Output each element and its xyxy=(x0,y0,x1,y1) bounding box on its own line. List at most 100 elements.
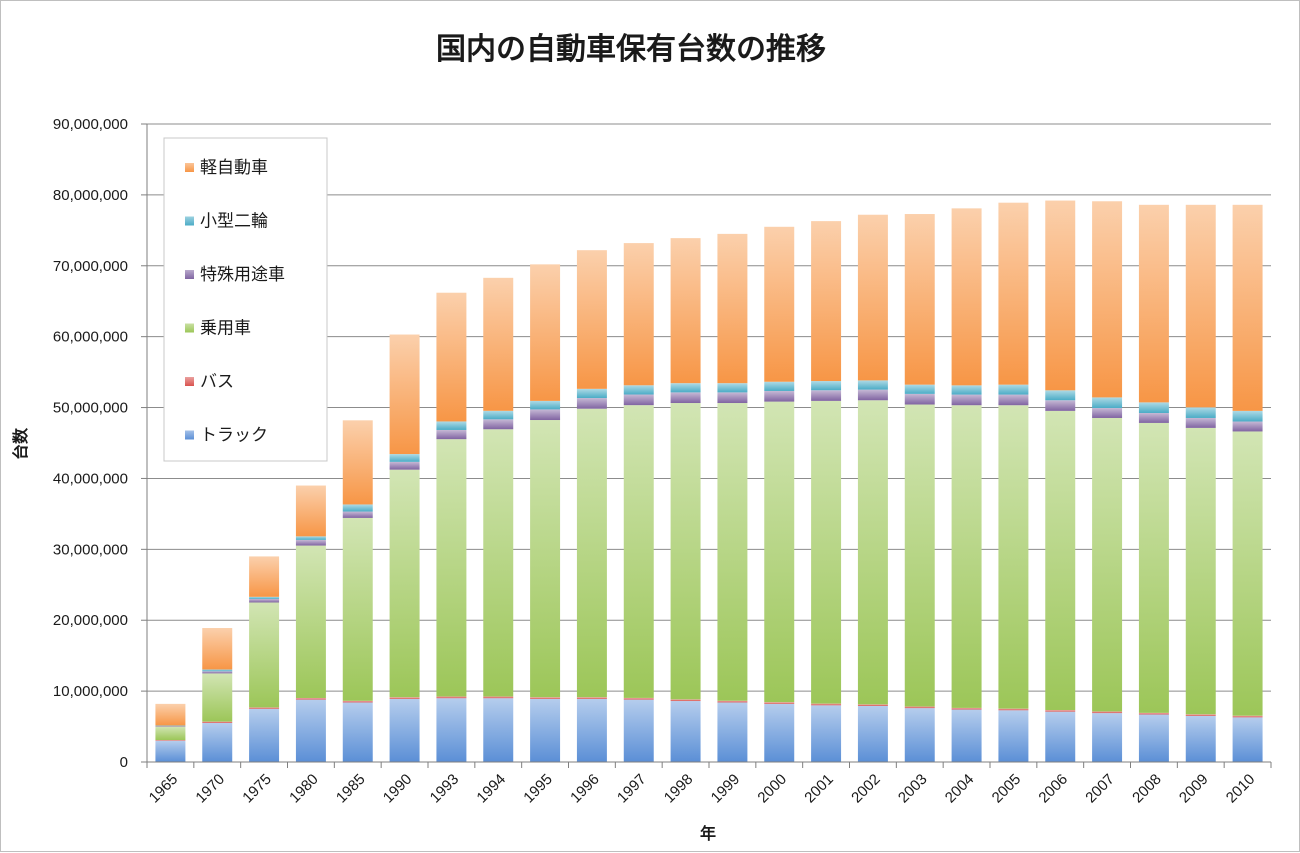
legend-label: 軽自動車 xyxy=(200,158,268,178)
bar-segment-2003-乗用車 xyxy=(905,405,935,707)
bar-segment-1985-小型二輪 xyxy=(343,504,373,511)
bar-segment-2009-トラック xyxy=(1186,716,1216,762)
bar-segment-2008-トラック xyxy=(1139,715,1169,762)
bar-segment-2003-小型二輪 xyxy=(905,385,935,394)
bar-segment-2003-トラック xyxy=(905,708,935,762)
bar-segment-2010-乗用車 xyxy=(1233,431,1263,715)
bar-segment-1996-乗用車 xyxy=(577,409,607,698)
y-tick-label: 40,000,000 xyxy=(53,470,128,487)
bar-segment-1993-小型二輪 xyxy=(436,421,466,430)
y-tick-label: 50,000,000 xyxy=(53,400,128,417)
bar-segment-2007-乗用車 xyxy=(1092,418,1122,711)
bar-segment-2010-トラック xyxy=(1233,717,1263,762)
bar-segment-2008-乗用車 xyxy=(1139,423,1169,713)
bar-segment-2001-乗用車 xyxy=(811,401,841,704)
bar-segment-2006-乗用車 xyxy=(1045,411,1075,710)
bar-segment-2005-小型二輪 xyxy=(998,385,1028,395)
bar-segment-1998-バス xyxy=(671,699,701,701)
bar-segment-2005-特殊用途車 xyxy=(998,395,1028,406)
bar-segment-1996-小型二輪 xyxy=(577,389,607,398)
bar-segment-1975-バス xyxy=(249,707,279,708)
x-tick-label: 2000 xyxy=(754,771,790,807)
bar-segment-2002-乗用車 xyxy=(858,400,888,704)
bar-segment-2008-軽自動車 xyxy=(1139,205,1169,403)
legend-label: バス xyxy=(200,372,234,392)
y-tick-label: 70,000,000 xyxy=(53,258,128,275)
bar-segment-1970-特殊用途車 xyxy=(202,671,232,673)
x-tick-label: 1997 xyxy=(614,771,650,807)
bar-segment-2004-特殊用途車 xyxy=(952,395,982,406)
bar-segment-1975-小型二輪 xyxy=(249,597,279,599)
bar-segment-1980-特殊用途車 xyxy=(296,540,326,546)
bar-segment-1995-小型二輪 xyxy=(530,401,560,410)
bar-segment-1997-乗用車 xyxy=(624,405,654,698)
bar-segment-2001-特殊用途車 xyxy=(811,390,841,401)
x-tick-label: 1985 xyxy=(333,771,369,807)
bar-segment-2006-バス xyxy=(1045,710,1075,712)
bar-segment-2009-乗用車 xyxy=(1186,428,1216,714)
bar-segment-2001-小型二輪 xyxy=(811,381,841,390)
bar-segment-2003-バス xyxy=(905,706,935,708)
bar-segment-2008-小型二輪 xyxy=(1139,402,1169,413)
legend-label: 特殊用途車 xyxy=(200,265,285,285)
x-tick-label: 2010 xyxy=(1223,771,1259,807)
bar-segment-1980-バス xyxy=(296,698,326,700)
bar-segment-1998-トラック xyxy=(671,701,701,762)
bar-segment-1965-特殊用途車 xyxy=(155,726,185,727)
bar-segment-2002-トラック xyxy=(858,706,888,762)
bar-segment-1994-特殊用途車 xyxy=(483,419,513,429)
bar-segment-2007-特殊用途車 xyxy=(1092,408,1122,418)
bar-segment-1980-乗用車 xyxy=(296,546,326,698)
x-axis-label: 年 xyxy=(700,824,716,843)
bar-segment-2007-小型二輪 xyxy=(1092,397,1122,408)
bar-segment-1997-バス xyxy=(624,698,654,700)
bar-segment-1996-軽自動車 xyxy=(577,250,607,389)
x-tick-label: 2007 xyxy=(1082,771,1118,807)
x-tick-label: 1990 xyxy=(380,771,416,807)
bar-segment-2005-乗用車 xyxy=(998,405,1028,708)
bar-segment-1996-バス xyxy=(577,697,607,699)
y-tick-label: 60,000,000 xyxy=(53,329,128,346)
y-tick-label: 80,000,000 xyxy=(53,187,128,204)
x-tick-label: 2006 xyxy=(1035,771,1071,807)
x-tick-label: 1993 xyxy=(427,771,463,807)
bar-segment-1970-乗用車 xyxy=(202,673,232,721)
bar-segment-1990-特殊用途車 xyxy=(390,462,420,470)
legend-swatch xyxy=(185,163,194,172)
bar-segment-2006-小型二輪 xyxy=(1045,390,1075,400)
bar-segment-1999-トラック xyxy=(717,702,747,762)
y-tick-label: 90,000,000 xyxy=(53,116,128,133)
bar-segment-1965-トラック xyxy=(155,741,185,762)
bar-segment-1995-特殊用途車 xyxy=(530,409,560,420)
bar-segment-1995-トラック xyxy=(530,699,560,762)
bar-segment-2010-特殊用途車 xyxy=(1233,422,1263,432)
bar-segment-2000-軽自動車 xyxy=(764,227,794,382)
bar-segment-1997-軽自動車 xyxy=(624,243,654,385)
bar-segment-2004-乗用車 xyxy=(952,405,982,708)
bar-segment-2010-小型二輪 xyxy=(1233,411,1263,422)
bar-segment-2000-バス xyxy=(764,702,794,704)
bar-segment-2004-軽自動車 xyxy=(952,208,982,385)
x-tick-label: 1999 xyxy=(708,771,744,807)
bar-segment-2006-トラック xyxy=(1045,712,1075,762)
bar-segment-1985-バス xyxy=(343,701,373,703)
bar-segment-1970-小型二輪 xyxy=(202,669,232,671)
bar-segment-2002-特殊用途車 xyxy=(858,390,888,401)
legend-swatch xyxy=(185,270,194,279)
bar-segment-1998-乗用車 xyxy=(671,403,701,699)
bar-segment-1994-バス xyxy=(483,696,513,698)
bar-segment-2005-軽自動車 xyxy=(998,203,1028,385)
y-tick-label: 20,000,000 xyxy=(53,612,128,629)
legend-swatch xyxy=(185,377,194,386)
bar-segment-1995-バス xyxy=(530,697,560,699)
bar-segment-1998-小型二輪 xyxy=(671,383,701,392)
x-tick-label: 2004 xyxy=(942,771,978,807)
bar-segment-1980-トラック xyxy=(296,700,326,762)
bar-segment-2004-トラック xyxy=(952,710,982,762)
bar-segment-2009-小型二輪 xyxy=(1186,407,1216,418)
bar-segment-1985-特殊用途車 xyxy=(343,512,373,518)
x-tick-label: 2008 xyxy=(1129,771,1165,807)
bar-segment-2004-小型二輪 xyxy=(952,385,982,394)
